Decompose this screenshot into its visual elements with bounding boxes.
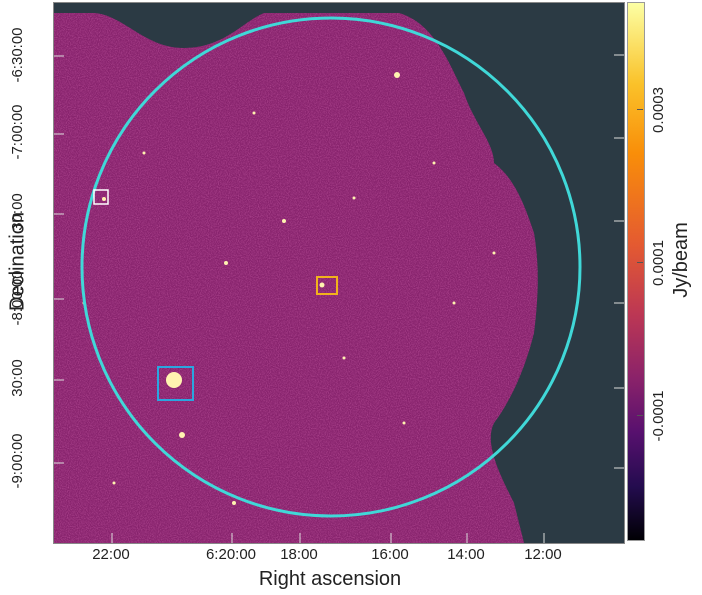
colorbar-tick-mark	[637, 262, 643, 263]
x-tick: 22:00	[92, 546, 130, 563]
y-tick: -7:00:00	[9, 104, 26, 160]
x-tick: 16:00	[371, 546, 409, 563]
field-circle	[80, 16, 582, 518]
x-tick: 18:00	[280, 546, 318, 563]
y-tick: -8:00:00	[9, 270, 26, 326]
y-tick: 30:00	[9, 359, 26, 397]
y-tick: -9:00:00	[9, 433, 26, 489]
colorbar-tick-mark	[637, 415, 643, 416]
colorbar-tick-mark	[637, 109, 643, 110]
y-tick: -6:30:00	[9, 27, 26, 83]
colorbar	[627, 2, 645, 541]
blue-box	[157, 366, 194, 401]
yellow-box	[316, 276, 338, 295]
colorbar-tick: 0.0001	[650, 240, 667, 286]
radio-image-panel	[53, 2, 625, 544]
x-axis-label: Right ascension	[258, 568, 402, 590]
x-tick: 12:00	[524, 546, 562, 563]
colorbar-label: Jy/beam	[670, 222, 692, 298]
colorbar-tick: -0.0001	[650, 390, 667, 442]
colorbar-tick: 0.0003	[650, 87, 667, 133]
white-box	[93, 189, 109, 205]
x-tick: 6:20:00	[205, 546, 257, 563]
sky-image	[54, 3, 624, 543]
y-tick: 30:00	[9, 193, 26, 231]
x-tick: 14:00	[447, 546, 485, 563]
